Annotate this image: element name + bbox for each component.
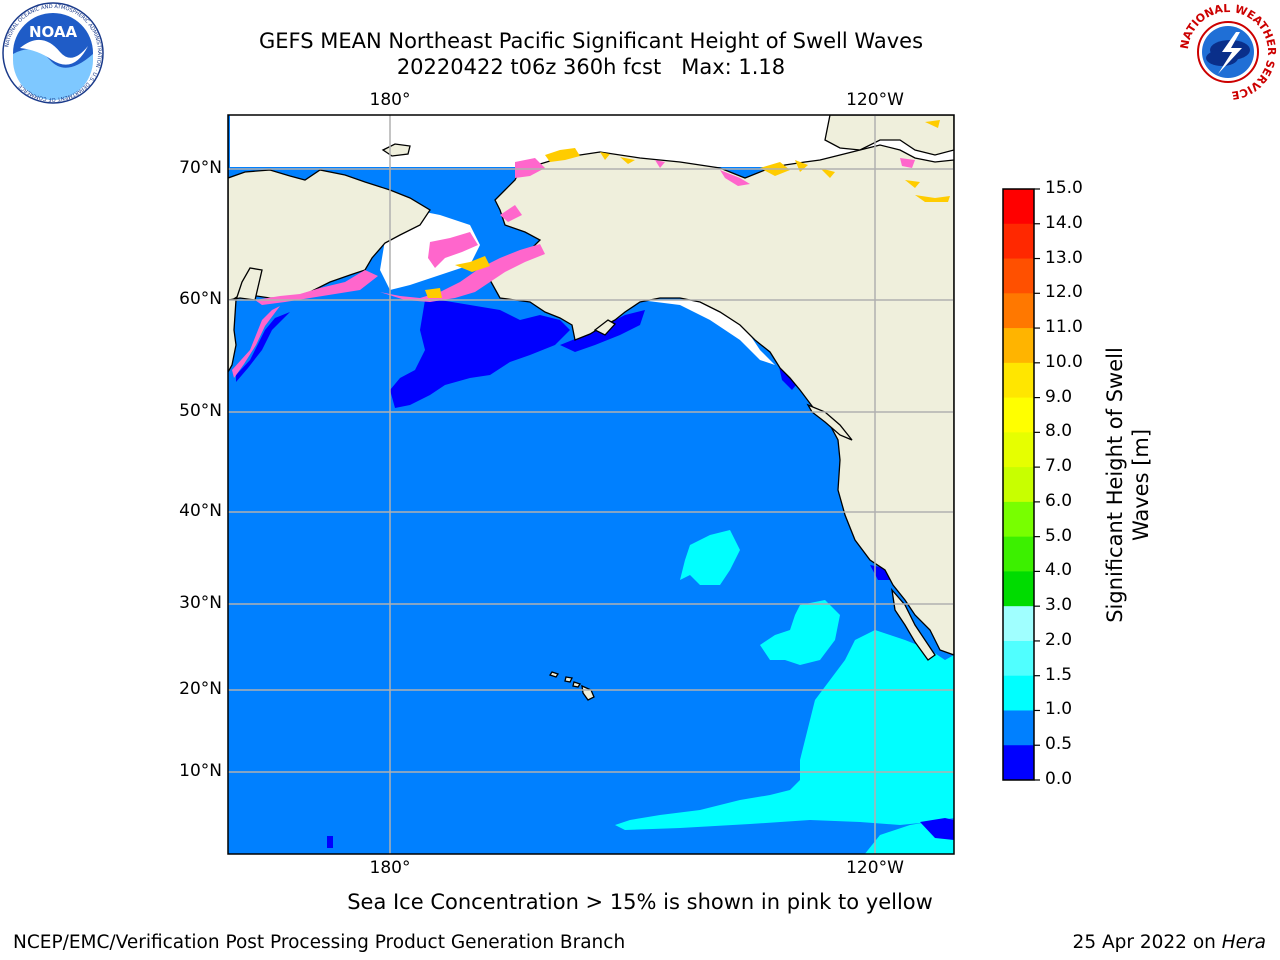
noaa-logo-icon: NOAA NATIONAL OCEANIC AND ATMOSPHERIC AD… bbox=[2, 2, 104, 104]
nws-logo-icon: NATIONAL WEATHER SERVICE bbox=[1178, 2, 1278, 102]
colorbar-tick-label: 0.5 bbox=[1045, 734, 1073, 755]
colorbar-band bbox=[1003, 467, 1034, 503]
colorbar bbox=[1003, 188, 1040, 781]
graticule bbox=[228, 115, 954, 854]
colorbar-band bbox=[1003, 328, 1034, 364]
lon-label-bottom-180: 180° bbox=[369, 858, 411, 878]
colorbar-band bbox=[1003, 536, 1034, 572]
lon-label-bottom-120w: 120°W bbox=[846, 858, 904, 878]
noaa-logo-text: NOAA bbox=[29, 23, 78, 41]
land-baja bbox=[891, 587, 936, 661]
colorbar-tick-label: 1.0 bbox=[1045, 699, 1073, 720]
swell-region-blue bbox=[390, 300, 570, 408]
lon-label-top-120w: 120°W bbox=[846, 90, 904, 110]
colorbar-band bbox=[1003, 397, 1034, 433]
colorbar-band bbox=[1003, 571, 1034, 607]
footer-date-text: 25 Apr 2022 on bbox=[1072, 932, 1222, 953]
colorbar-band bbox=[1003, 258, 1034, 294]
lat-label-20n: 20°N bbox=[179, 679, 222, 699]
colorbar-title: Significant Height of Swell Waves [m] bbox=[1102, 347, 1154, 623]
lon-label-top-180: 180° bbox=[369, 90, 411, 110]
colorbar-tick-label: 4.0 bbox=[1045, 560, 1073, 581]
colorbar-band bbox=[1003, 606, 1034, 642]
map-title: GEFS MEAN Northeast Pacific Significant … bbox=[258, 29, 924, 53]
map-subtitle: 20220422 t06z 360h fcst Max: 1.18 bbox=[396, 55, 786, 79]
map-frame bbox=[227, 114, 955, 855]
colorbar-band bbox=[1003, 293, 1034, 329]
colorbar-tick-label: 3.0 bbox=[1045, 595, 1073, 616]
colorbar-band bbox=[1003, 710, 1034, 746]
colorbar-frame bbox=[1002, 188, 1035, 781]
colorbar-tick-label: 6.0 bbox=[1045, 490, 1073, 511]
map-area bbox=[228, 115, 954, 854]
colorbar-band bbox=[1003, 675, 1034, 711]
colorbar-tick-label: 7.0 bbox=[1045, 456, 1073, 477]
colorbar-tick-label: 2.0 bbox=[1045, 629, 1073, 650]
colorbar-tick-label: 14.0 bbox=[1045, 212, 1083, 233]
land-siberia bbox=[228, 115, 431, 301]
lat-label-10n: 10°N bbox=[179, 761, 222, 781]
lat-label-60n: 60°N bbox=[179, 289, 222, 309]
colorbar-band bbox=[1003, 189, 1034, 225]
sea-ice-note: Sea Ice Concentration > 15% is shown in … bbox=[347, 890, 933, 914]
colorbar-tick-label: 5.0 bbox=[1045, 525, 1073, 546]
colorbar-band bbox=[1003, 362, 1034, 399]
swell-region-blue-3 bbox=[236, 312, 290, 382]
coastline-vancouver bbox=[806, 403, 853, 441]
colorbar-tick-label: 15.0 bbox=[1045, 178, 1083, 198]
colorbar-tick-label: 11.0 bbox=[1045, 317, 1083, 338]
colorbar-tick-label: 9.0 bbox=[1045, 386, 1073, 407]
colorbar-tick-label: 12.0 bbox=[1045, 282, 1083, 303]
colorbar-tick-label: 8.0 bbox=[1045, 421, 1073, 442]
colorbar-band bbox=[1003, 432, 1034, 468]
colorbar-tick-label: 0.0 bbox=[1045, 769, 1073, 789]
swell-patch-1 bbox=[760, 600, 840, 665]
swell-dot-blue bbox=[327, 836, 333, 848]
lat-label-40n: 40°N bbox=[179, 501, 222, 521]
footer-host: Hera bbox=[1221, 932, 1266, 953]
land-kodiak bbox=[593, 319, 617, 336]
footer-date: 25 Apr 2022 on Hera bbox=[1073, 932, 1266, 953]
swell-patch-2 bbox=[680, 530, 740, 585]
colorbar-band bbox=[1003, 745, 1034, 781]
swell-region-cyan bbox=[615, 630, 954, 830]
lat-label-70n: 70°N bbox=[179, 158, 222, 178]
colorbar-title-text: Significant Height of Swell Waves [m] bbox=[1103, 347, 1153, 623]
colorbar-band bbox=[1003, 640, 1034, 677]
colorbar-tick-label: 1.5 bbox=[1045, 664, 1073, 685]
swell-region-blue-6 bbox=[920, 818, 954, 840]
colorbar-tick-label: 10.0 bbox=[1045, 351, 1083, 372]
lat-label-30n: 30°N bbox=[179, 593, 222, 613]
land-arctic-islands bbox=[824, 115, 954, 156]
colorbar-tick-label: 13.0 bbox=[1045, 247, 1083, 268]
sea-ice bbox=[232, 120, 950, 378]
footer-credit: NCEP/EMC/Verification Post Processing Pr… bbox=[13, 932, 626, 953]
colorbar-band bbox=[1003, 223, 1034, 260]
colorbar-band bbox=[1003, 501, 1034, 538]
lat-label-50n: 50°N bbox=[179, 401, 222, 421]
